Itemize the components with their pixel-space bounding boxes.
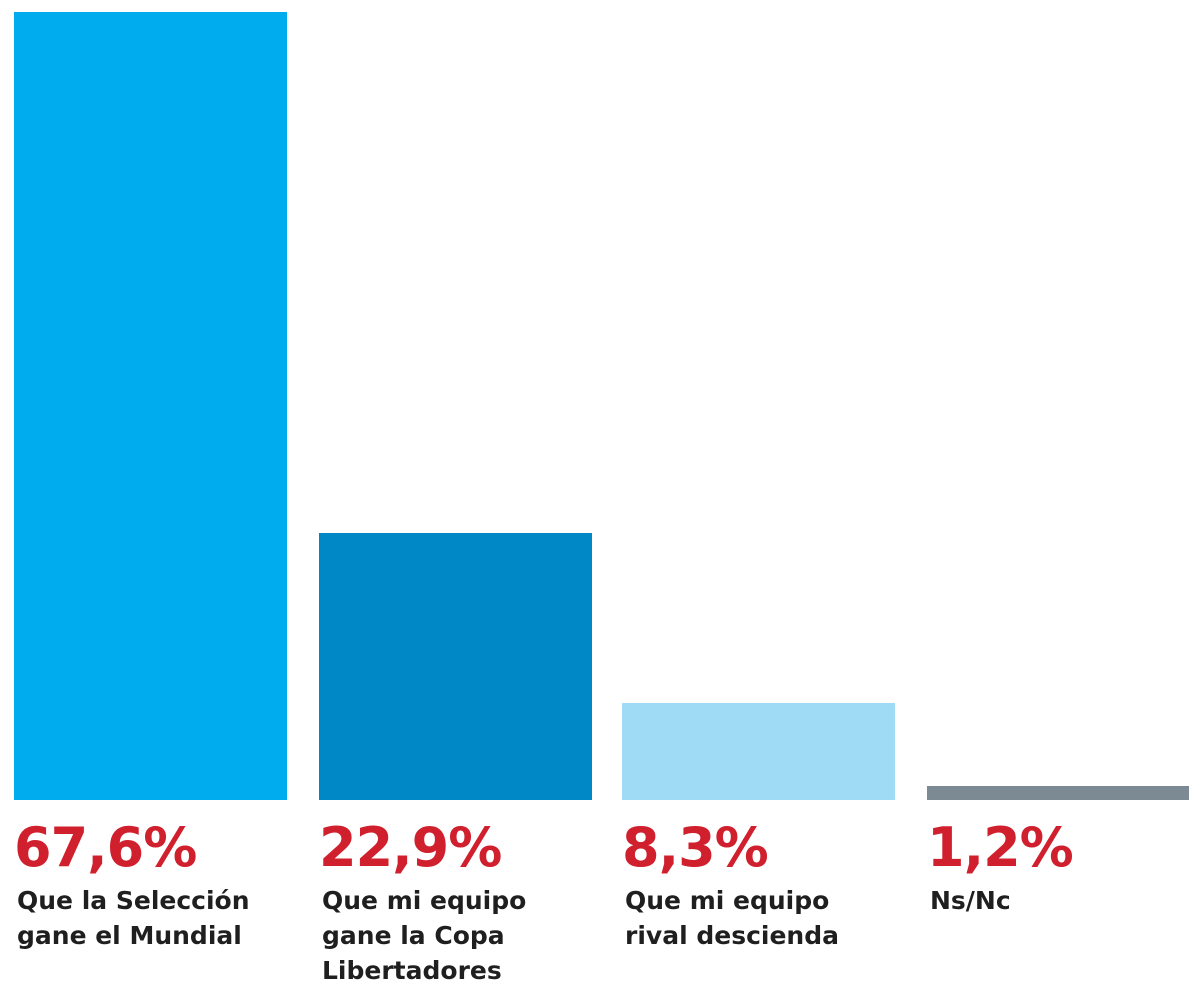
category-label-line: Que mi equipo — [625, 886, 830, 915]
category-label-line: rival descienda — [625, 921, 839, 950]
category-label-1: Que la Selección gane el Mundial — [17, 883, 307, 953]
bar-3 — [622, 703, 895, 800]
value-label-2: 22,9% — [319, 816, 502, 879]
category-label-line: Libertadores — [322, 956, 502, 985]
category-label-line: Ns/Nc — [930, 886, 1011, 915]
category-label-line: gane el Mundial — [17, 921, 242, 950]
category-label-line: Que mi equipo — [322, 886, 527, 915]
value-label-4: 1,2% — [927, 816, 1074, 879]
value-label-3: 8,3% — [622, 816, 769, 879]
category-label-4: Ns/Nc — [930, 883, 1189, 918]
bar-1 — [14, 12, 287, 800]
category-label-2: Que mi equipo gane la Copa Libertadores — [322, 883, 612, 988]
category-label-3: Que mi equipo rival descienda — [625, 883, 915, 953]
category-label-line: Que la Selección — [17, 886, 250, 915]
value-label-1: 67,6% — [14, 816, 197, 879]
bar-4 — [927, 786, 1189, 800]
bar-2 — [319, 533, 592, 800]
category-label-line: gane la Copa — [322, 921, 505, 950]
